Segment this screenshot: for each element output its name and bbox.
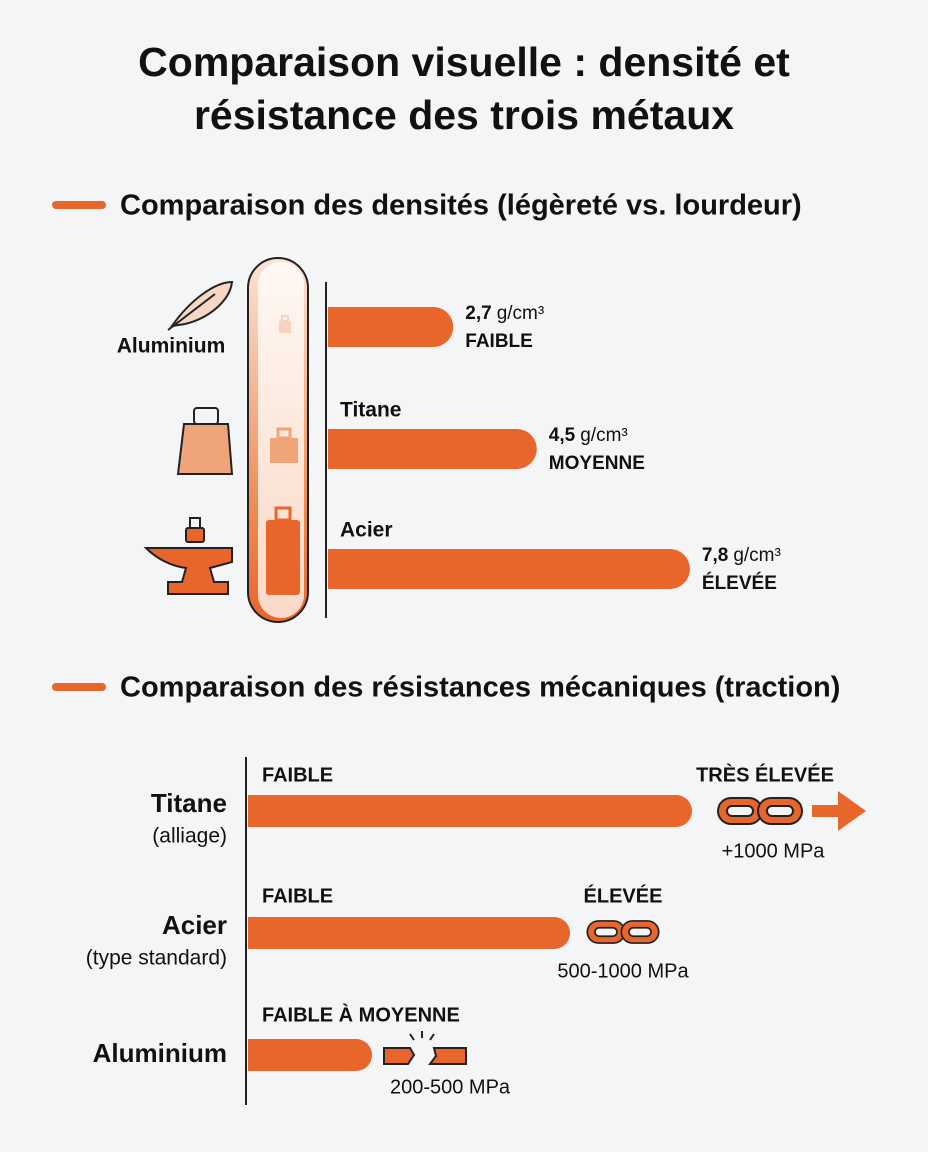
weight-icon	[176, 407, 234, 475]
density-value: 7,8 g/cm³	[702, 545, 781, 566]
density-bar	[328, 307, 454, 347]
density-level: MOYENNE	[549, 453, 645, 474]
density-level: FAIBLE	[465, 331, 533, 352]
feather-icon	[167, 280, 234, 331]
crack-line	[409, 1033, 415, 1041]
strength-bar	[248, 1039, 372, 1071]
broken-right	[428, 1047, 467, 1065]
text-part: 2,7	[465, 303, 491, 324]
anvil-icon	[143, 517, 233, 595]
section-heading: Comparaison des résistances mécaniques (…	[120, 672, 840, 704]
text-part: g/cm³	[497, 303, 545, 324]
density-bar	[328, 429, 537, 469]
tube	[247, 257, 309, 623]
metal-note: (type standard)	[86, 947, 227, 970]
start-label: FAIBLE À MOYENNE	[262, 1003, 460, 1026]
text-part: 7,8	[702, 545, 728, 566]
metal-name: Acier	[340, 519, 393, 542]
metal-name: Aluminium	[117, 335, 226, 358]
density-value: 2,7 g/cm³	[465, 303, 544, 324]
arrow-head	[838, 791, 866, 831]
metal-name: Aluminium	[93, 1038, 227, 1068]
density-bar	[328, 549, 690, 589]
metal-name: Acier	[162, 910, 227, 940]
range-label: +1000 MPa	[722, 840, 826, 862]
chain-hole	[594, 926, 618, 938]
text-part: 4,5	[549, 425, 576, 446]
chain-hole	[766, 805, 794, 817]
crack-line	[429, 1033, 435, 1041]
broken-bar-icon	[383, 1031, 467, 1065]
end-label: TRÈS ÉLEVÉE	[696, 763, 834, 786]
title-line: résistance des trois métaux	[194, 92, 734, 138]
density-value: 4,5 g/cm³	[549, 425, 628, 446]
start-label: FAIBLE	[262, 764, 333, 786]
arrow-shaft	[812, 805, 840, 817]
end-label: ÉLEVÉE	[584, 884, 663, 907]
chain-icon	[586, 920, 660, 944]
metal-note: (alliage)	[152, 825, 227, 848]
strength-bar	[248, 795, 692, 827]
density-level: ÉLEVÉE	[702, 572, 777, 594]
metal-name: Titane	[151, 788, 227, 818]
chain-hole	[628, 926, 652, 938]
start-label: FAIBLE	[262, 885, 333, 907]
range-label: 200-500 MPa	[390, 1076, 511, 1098]
broken-left	[383, 1047, 416, 1065]
text-part: g/cm³	[580, 425, 628, 446]
section-heading: Comparaison des densités (légèreté vs. l…	[120, 190, 802, 222]
strength-bar	[248, 917, 570, 949]
text-part: g/cm³	[733, 545, 781, 566]
chain-hole	[726, 805, 754, 817]
chain-icon	[717, 797, 803, 825]
metal-name: Titane	[340, 399, 401, 422]
range-label: 500-1000 MPa	[557, 960, 689, 982]
title-line: Comparaison visuelle : densité et	[138, 39, 790, 85]
